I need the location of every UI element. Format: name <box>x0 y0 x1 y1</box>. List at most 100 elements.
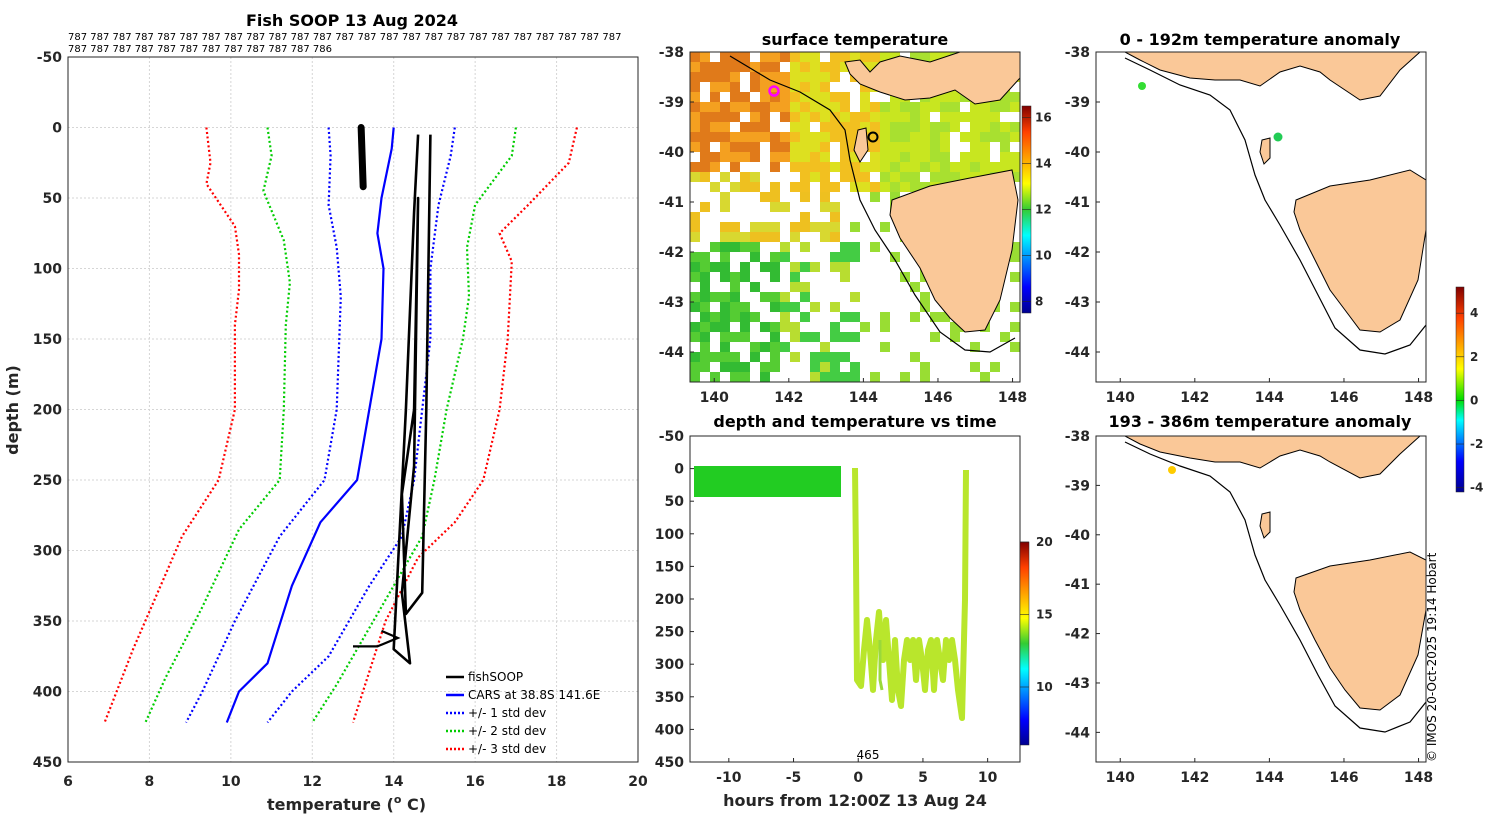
time-colorbar <box>1019 541 1030 746</box>
sst-pixel <box>690 132 700 142</box>
sst-pixel <box>830 72 840 82</box>
sst-pixel <box>690 72 700 82</box>
time-early-block <box>694 466 841 497</box>
sst-pixel <box>920 372 930 382</box>
colorbar-tick-label: 2 <box>1470 350 1478 364</box>
sst-pixel <box>960 172 970 182</box>
sst-pixel <box>740 302 750 312</box>
sst-pixel <box>800 92 810 102</box>
sst-pixel <box>700 162 710 172</box>
sst-pixel <box>730 352 740 362</box>
sst-pixel <box>940 312 950 322</box>
sst-pixel <box>940 142 950 152</box>
sst-pixel <box>690 142 700 152</box>
sst-pixel <box>740 312 750 322</box>
sst-pixel <box>830 162 840 172</box>
sst-pixel <box>830 222 840 232</box>
sst-pixel <box>700 62 710 72</box>
sst-pixel <box>770 232 780 242</box>
sst-pixel <box>750 342 760 352</box>
sst-pixel <box>860 82 870 92</box>
sst-pixel <box>700 332 710 342</box>
sst-pixel <box>720 172 730 182</box>
map-y-tick-label: -44 <box>1065 725 1091 741</box>
sst-pixel <box>760 342 770 352</box>
sst-pixel <box>800 122 810 132</box>
sst-pixel <box>780 132 790 142</box>
sst-pixel <box>850 132 860 142</box>
sst-pixel <box>980 122 990 132</box>
sst-pixel <box>710 242 720 252</box>
a1-shelf-contour <box>1124 57 1426 355</box>
sst-axes-box <box>689 51 1021 383</box>
sst-pixel <box>1010 302 1020 312</box>
profile-ticks: 6 8 10 12 14 16 18 20 -50 0 50 100 150 200 250 300 350 40… <box>33 50 648 790</box>
sst-pixel <box>840 142 850 152</box>
sst-pixel <box>810 112 820 122</box>
sst-pixel <box>850 152 860 162</box>
sst-pixel <box>710 72 720 82</box>
a1-point-1 <box>1138 82 1146 90</box>
sst-pixel <box>770 182 780 192</box>
sst-pixel <box>890 122 900 132</box>
sst-pixel <box>740 142 750 152</box>
sst-pixel <box>780 312 790 322</box>
sst-pixel <box>920 152 930 162</box>
map-y-tick-label: -39 <box>659 95 684 111</box>
a1-king-island <box>1259 137 1271 165</box>
sst-pixel <box>690 362 700 372</box>
sst-pixel <box>830 132 840 142</box>
sst-pixel <box>880 172 890 182</box>
sst-pixel <box>840 162 850 172</box>
sst-pixel <box>690 92 700 102</box>
sst-pixel <box>810 142 820 152</box>
profile-x-tick-label: 14 <box>384 774 404 790</box>
time-x-tick-label: -10 <box>716 770 742 786</box>
sst-pixel <box>870 182 880 192</box>
sst-pixel <box>970 102 980 112</box>
sst-pixel <box>830 332 840 342</box>
colorbar-tick-label: 14 <box>1035 157 1052 171</box>
map-y-tick-label: -38 <box>1065 429 1090 445</box>
sst-pixel <box>720 112 730 122</box>
sst-pixel <box>720 312 730 322</box>
sst-pixel <box>720 342 730 352</box>
sst-pixel <box>770 262 780 272</box>
profile-y-tick-label: 450 <box>33 755 62 771</box>
sst-pixel <box>710 122 720 132</box>
sst-pixel <box>860 182 870 192</box>
sst-pixel <box>700 172 710 182</box>
sst-pixel <box>910 352 920 362</box>
sst-pixel <box>810 302 820 312</box>
header-counts-line1: 787 787 787 787 787 787 787 787 787 787 … <box>68 32 621 43</box>
sst-pixel <box>690 172 700 182</box>
sst-vessel-marker <box>867 131 879 143</box>
profile-y-tick-label: 100 <box>33 262 62 278</box>
profile-series-cars-at-38-8s-141-6e <box>225 127 395 723</box>
sst-pixel <box>940 112 950 122</box>
sst-pixel <box>810 372 820 382</box>
sst-pixel <box>820 172 830 182</box>
profile-series--1-std-dev <box>185 127 342 724</box>
sst-pixel <box>1010 172 1020 182</box>
sst-colorbar-ticks: 16 14 12 10 8 <box>1022 111 1052 309</box>
sst-pixel <box>930 172 940 182</box>
profile-ylabel: depth (m) <box>3 365 22 455</box>
sst-pixel <box>690 62 700 72</box>
time-x-tick-label: 10 <box>978 770 998 786</box>
sst-pixel <box>840 312 850 322</box>
sst-pixel <box>960 152 970 162</box>
sst-pixel <box>890 172 900 182</box>
sst-pixel <box>760 222 770 232</box>
colorbar-tick-label: 16 <box>1035 111 1052 125</box>
profile-fish-deep-wiggle <box>353 629 401 648</box>
map-y-tick-label: -41 <box>659 195 684 211</box>
sst-pixel <box>930 52 940 62</box>
sst-pixel <box>700 252 710 262</box>
map-y-tick-label: -39 <box>1065 95 1090 111</box>
sst-pixel <box>880 102 890 112</box>
sst-pixel <box>740 322 750 332</box>
sst-pixel <box>1010 152 1020 162</box>
sst-pixel <box>730 162 740 172</box>
sst-pixel <box>700 302 710 312</box>
